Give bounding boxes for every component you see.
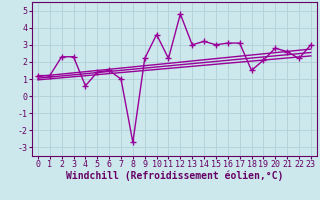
X-axis label: Windchill (Refroidissement éolien,°C): Windchill (Refroidissement éolien,°C) (66, 171, 283, 181)
